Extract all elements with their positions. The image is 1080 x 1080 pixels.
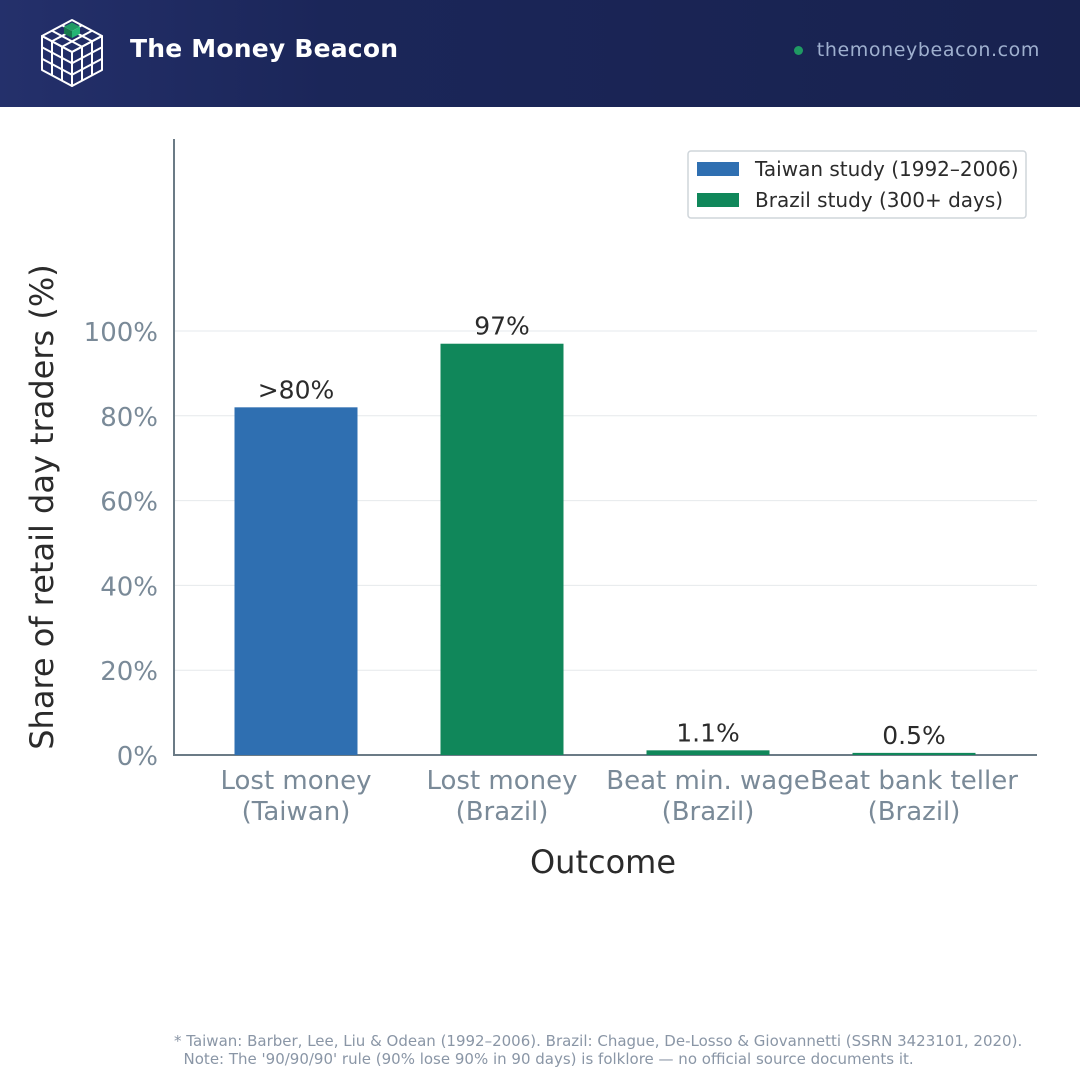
site-url[interactable]: themoneybeacon.com [793,39,1040,61]
x-tick-label: (Brazil) [662,797,755,827]
y-axis-title: Share of retail day traders (%) [23,264,61,750]
y-tick-label: 40% [100,572,158,602]
legend-swatch [697,162,739,176]
x-tick-label: (Brazil) [868,797,961,827]
bar [440,343,564,755]
bar [852,752,976,755]
y-tick-label: 80% [100,403,158,433]
y-tick-label: 0% [117,742,158,772]
x-tick-label: Beat min. wage [606,766,809,796]
x-tick-label: Lost money [220,766,371,796]
legend-label: Brazil study (300+ days) [755,188,1003,212]
y-tick-label: 100% [84,318,158,348]
bar-chart: 0%20%40%60%80%100%>80%Lost money(Taiwan)… [23,139,1037,881]
status-dot-icon [793,45,803,55]
x-tick-label: (Brazil) [456,797,549,827]
bar-value-label: 1.1% [676,718,740,747]
cube-grid-icon [41,19,103,87]
bar-value-label: 0.5% [882,721,946,750]
legend-label: Taiwan study (1992–2006) [754,157,1019,181]
footnote-line-2: Note: The '90/90/90' rule (90% lose 90% … [174,1050,914,1068]
y-tick-label: 20% [100,657,158,687]
bar-value-label: 97% [474,312,530,341]
x-tick-label: (Taiwan) [242,797,351,827]
bar-value-label: >80% [258,375,335,404]
y-tick-label: 60% [100,488,158,518]
footnote-line-1: * Taiwan: Barber, Lee, Liu & Odean (1992… [174,1032,1023,1050]
site-url-text: themoneybeacon.com [816,39,1040,61]
legend-swatch [697,193,739,207]
legend-box [687,150,1027,219]
x-tick-label: Beat bank teller [810,766,1018,796]
footnote: * Taiwan: Barber, Lee, Liu & Odean (1992… [174,1032,1022,1068]
bar [646,750,770,755]
brand-name: The Money Beacon [130,34,399,63]
header-bar: The Money Beacon themoneybeacon.com [0,0,1080,107]
x-tick-label: Lost money [426,766,577,796]
x-axis-title: Outcome [530,843,676,881]
bar [234,407,358,755]
